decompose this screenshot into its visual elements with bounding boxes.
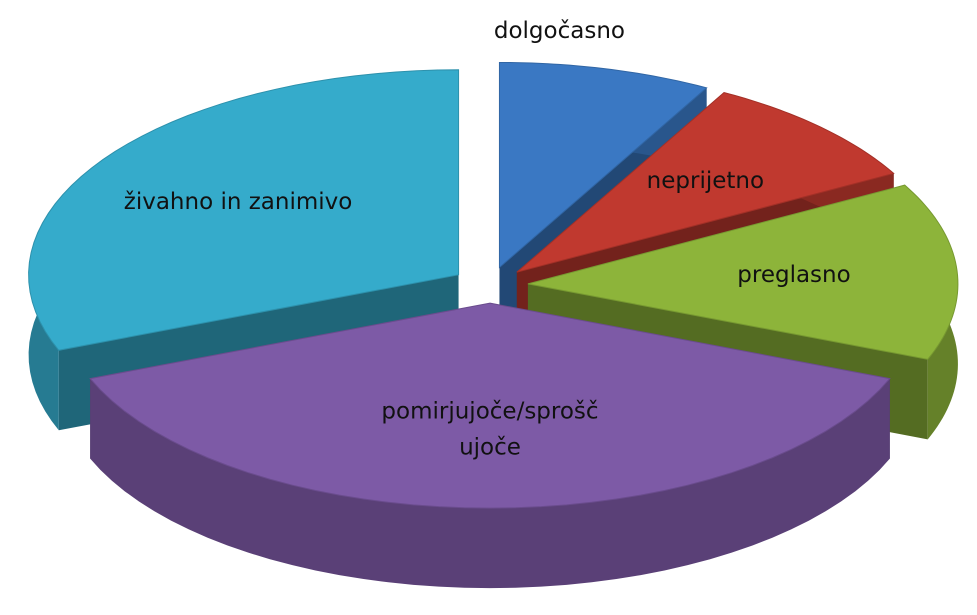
- slice-top: [527, 184, 959, 360]
- slice-top: [498, 61, 708, 269]
- slice-label: živahno in zanimivo: [123, 189, 353, 216]
- slice-top: [89, 302, 891, 509]
- slice-label: neprijetno: [646, 168, 765, 195]
- slice-top: [28, 69, 460, 351]
- slice-label: preglasno: [737, 262, 851, 289]
- slice-top: [516, 91, 895, 273]
- slice-label: dolgočasno: [493, 18, 625, 45]
- slice-outer-wall: [90, 378, 890, 589]
- slice-label: pomirjujoče/sproščujoče: [381, 398, 599, 461]
